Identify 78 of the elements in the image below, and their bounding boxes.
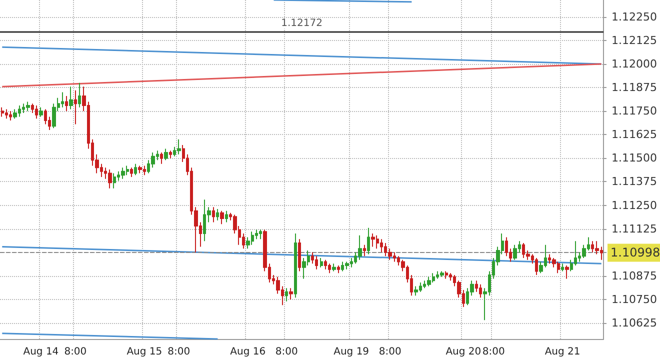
candlestick: [212, 206, 215, 223]
candlestick: [565, 265, 569, 280]
candlestick: [138, 165, 142, 174]
candlestick: [74, 90, 77, 125]
candlestick: [225, 210, 228, 223]
candlestick: [294, 233, 297, 298]
candlestick: [427, 276, 431, 287]
candlestick: [289, 288, 293, 300]
x-tick-label: 8:00: [378, 346, 402, 358]
candlestick: [78, 82, 81, 108]
x-tick-label: 8:00: [275, 346, 298, 358]
ref-line-label: 1.12172: [281, 18, 322, 30]
candlestick: [363, 244, 366, 257]
candlestick: [561, 263, 564, 272]
candlestick: [535, 258, 538, 276]
y-tick-label: 1.12000: [612, 58, 658, 71]
candlestick: [177, 138, 181, 155]
y-tick-label: 1.11500: [612, 152, 658, 165]
candlestick: [121, 167, 125, 180]
candlestick: [298, 238, 301, 272]
candlestick: [320, 258, 323, 268]
candlestick: [5, 108, 8, 120]
x-tick-label: Aug 14: [23, 346, 59, 358]
candlestick: [513, 244, 517, 260]
candlestick: [479, 284, 482, 298]
candlestick: [9, 110, 12, 122]
candlestick: [285, 288, 288, 302]
y-tick-label: 1.10625: [612, 316, 658, 330]
y-tick-label: 1.12125: [612, 34, 658, 47]
candlestick: [39, 106, 43, 118]
candlestick: [259, 229, 262, 240]
candlestick: [380, 238, 383, 253]
candlestick: [65, 96, 68, 112]
candlestick: [160, 152, 163, 164]
y-tick-label: 1.11625: [612, 128, 658, 142]
candlestick: [216, 208, 219, 221]
y-tick-label: 1.10875: [612, 269, 658, 282]
candlestick: [113, 172, 116, 189]
candlestick: [315, 256, 318, 270]
x-tick-label: Aug 20: [446, 346, 482, 358]
x-tick-label: Aug 21: [544, 346, 580, 358]
y-tick-label: 1.11375: [612, 175, 658, 188]
y-tick-label: 1.11750: [612, 104, 658, 118]
candlestick: [69, 86, 73, 110]
candlestick: [445, 270, 448, 280]
candlestick: [13, 108, 17, 120]
x-tick-label: Aug 19: [334, 346, 370, 358]
candlestick: [371, 233, 375, 248]
candlestick: [220, 210, 224, 225]
candlestick: [130, 167, 133, 178]
candlestick: [26, 101, 30, 112]
candlestick: [440, 270, 444, 278]
candlestick: [169, 150, 172, 159]
ref-line-label: 1.10998: [610, 246, 660, 260]
x-tick-label: 8:00: [168, 346, 190, 358]
x-tick-label: Aug 16: [230, 346, 266, 358]
candlestick: [164, 148, 168, 161]
candlestick: [35, 104, 38, 120]
candlestick: [134, 163, 137, 176]
y-tick-label: 1.11250: [612, 198, 658, 212]
candlestick: [414, 286, 418, 296]
candlestick: [337, 265, 340, 274]
x-tick-label: Aug 15: [126, 346, 162, 358]
candlestick: [108, 169, 112, 189]
candlestick: [358, 234, 362, 260]
candlestick: [332, 263, 336, 272]
candlestick: [345, 261, 349, 270]
y-tick-label: 1.12250: [612, 10, 658, 24]
y-tick-label: 1.10750: [612, 292, 658, 306]
candlestick: [324, 259, 327, 270]
candlestick: [328, 263, 331, 274]
x-tick-label: 8:00: [482, 346, 505, 358]
y-tick-label: 1.11125: [612, 222, 658, 236]
candlestick: [61, 92, 64, 108]
candlestick: [367, 227, 370, 255]
y-tick-label: 1.11875: [612, 81, 658, 94]
x-tick-label: 8:00: [64, 346, 87, 358]
candlestick: [1, 106, 4, 118]
